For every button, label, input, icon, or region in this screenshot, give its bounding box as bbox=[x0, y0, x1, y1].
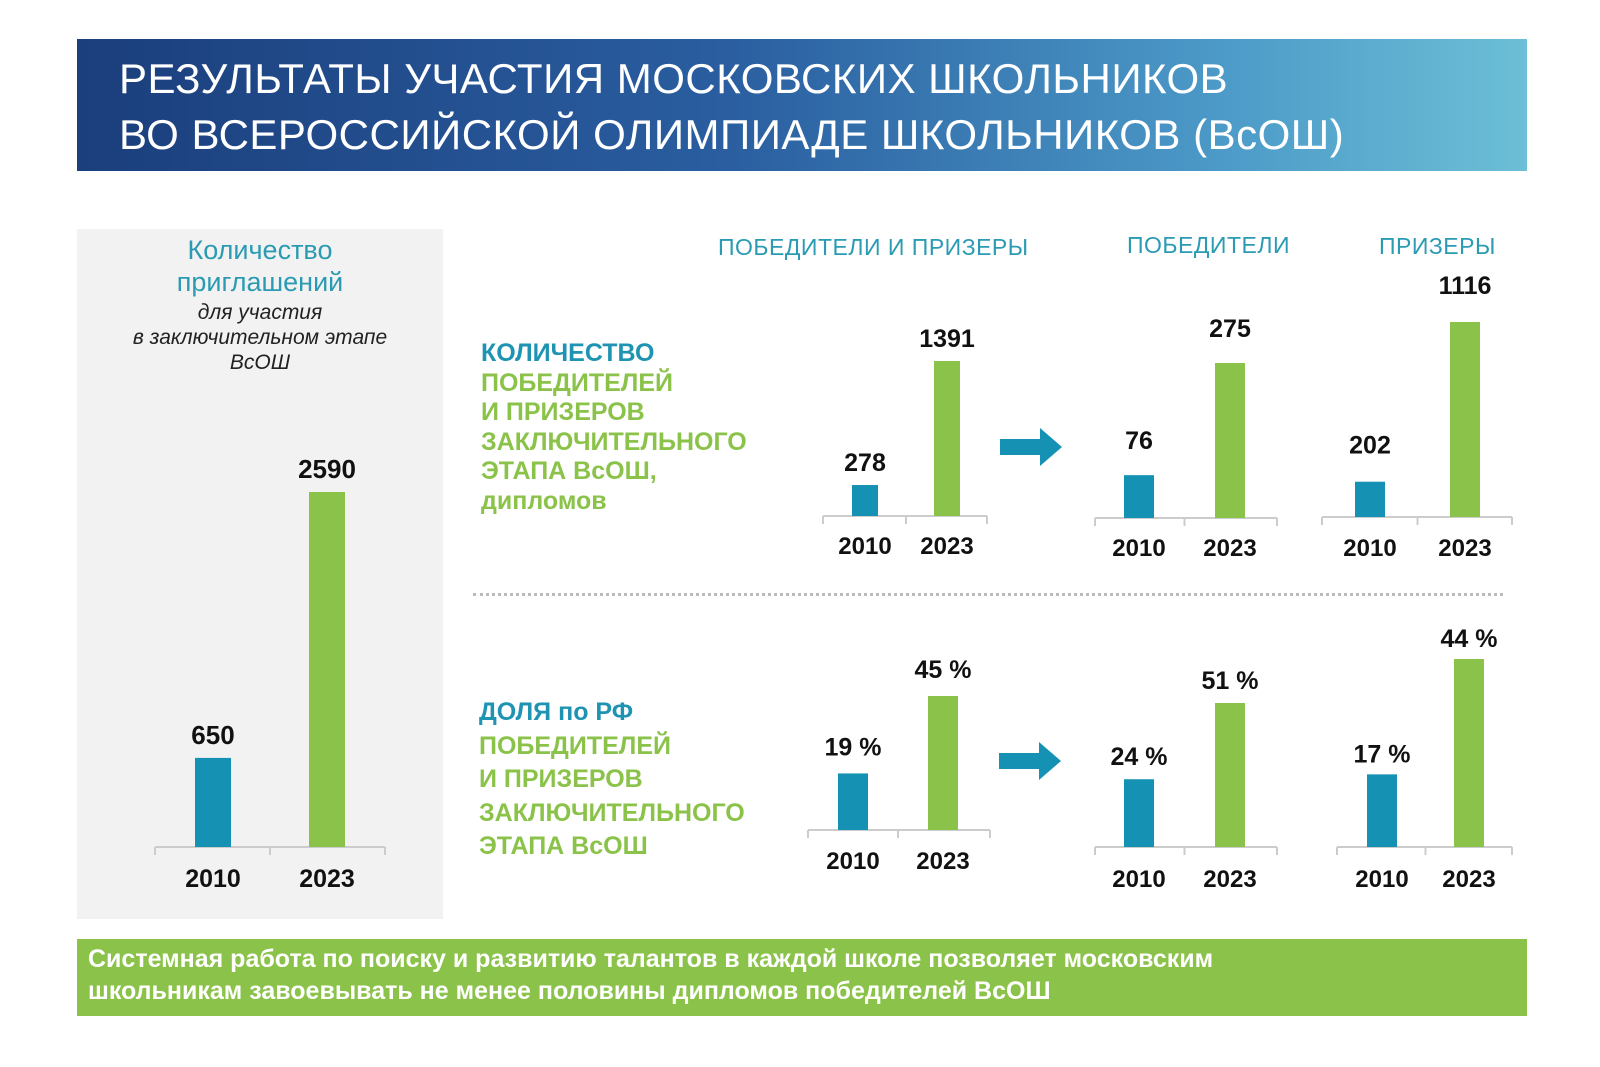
invitations-title-line-1: Количество bbox=[187, 235, 333, 265]
bar-2023 bbox=[934, 361, 960, 516]
category-label: 2023 bbox=[299, 865, 355, 893]
value-label: 275 bbox=[1209, 315, 1251, 343]
bar-2023 bbox=[1454, 659, 1484, 847]
chart-group-count-all: 278 2010 1391 2023 bbox=[822, 325, 988, 560]
value-label: 1391 bbox=[919, 325, 975, 353]
category-label: 2023 bbox=[916, 848, 969, 875]
category-label: 2010 bbox=[1112, 866, 1165, 893]
chart-group-count-prize: 202 2010 1116 2023 bbox=[1321, 272, 1513, 562]
category-label: 2023 bbox=[1203, 866, 1256, 893]
value-label: 44 % bbox=[1441, 625, 1498, 653]
row-separator bbox=[473, 593, 1503, 596]
value-label: 2590 bbox=[298, 454, 356, 484]
value-label: 45 % bbox=[915, 656, 972, 684]
invitations-title-line-2: приглашений bbox=[176, 267, 344, 297]
row-count-line-2: ПОБЕДИТЕЛЕЙ bbox=[481, 368, 673, 397]
row-count-line-5: ЭТАПА ВсОШ, bbox=[481, 457, 657, 485]
column-header-prizewinners: ПРИЗЕРЫ bbox=[1379, 233, 1496, 259]
category-label: 2010 bbox=[1343, 535, 1396, 562]
bar-2010 bbox=[1367, 774, 1397, 847]
category-label: 2023 bbox=[1203, 535, 1256, 562]
value-label: 19 % bbox=[825, 733, 882, 761]
bar-2010 bbox=[195, 757, 231, 847]
chart-group-share-all: 19 % 2010 45 % 2023 bbox=[807, 656, 991, 875]
row-count-line-6: дипломов bbox=[481, 486, 607, 515]
invitations-subtitle-line-2: в заключительном этапе bbox=[132, 326, 388, 349]
category-label: 2023 bbox=[1442, 866, 1495, 893]
chart-group-invitations: 650 2010 2590 2023 bbox=[154, 454, 386, 893]
arrow-right-icon bbox=[999, 742, 1061, 780]
footer-banner: Системная работа по поиску и развитию та… bbox=[77, 939, 1527, 1016]
bar-2010 bbox=[1355, 481, 1385, 517]
row-label-share: ДОЛЯ по РФ ПОБЕДИТЕЛЕЙ И ПРИЗЕРОВ ЗАКЛЮЧ… bbox=[479, 696, 745, 864]
bar-2010 bbox=[1124, 475, 1154, 518]
bar-2023 bbox=[309, 492, 345, 847]
category-label: 2010 bbox=[838, 533, 891, 560]
value-label: 278 bbox=[844, 449, 886, 477]
row-share-line-3: И ПРИЗЕРОВ bbox=[479, 765, 643, 793]
value-label: 650 bbox=[191, 720, 234, 750]
bar-2010 bbox=[1124, 779, 1154, 847]
bar-2023 bbox=[1215, 363, 1245, 518]
row-share-line-4: ЗАКЛЮЧИТЕЛЬНОГО bbox=[479, 798, 745, 827]
row-share-line-2: ПОБЕДИТЕЛЕЙ bbox=[479, 731, 671, 760]
category-label: 2023 bbox=[1438, 535, 1491, 562]
page-title-line-1: РЕЗУЛЬТАТЫ УЧАСТИЯ МОСКОВСКИХ ШКОЛЬНИКОВ bbox=[119, 55, 1229, 102]
header-banner: РЕЗУЛЬТАТЫ УЧАСТИЯ МОСКОВСКИХ ШКОЛЬНИКОВ… bbox=[77, 39, 1527, 171]
row-share-line-1: ДОЛЯ по РФ bbox=[479, 698, 634, 726]
bar-2023 bbox=[928, 696, 958, 830]
bar-2010 bbox=[852, 485, 878, 516]
invitations-subtitle-line-3: ВсОШ bbox=[229, 351, 291, 374]
value-label: 24 % bbox=[1111, 743, 1168, 771]
chart-group-count-winners: 76 2010 275 2023 bbox=[1094, 315, 1278, 562]
chart-group-share-winners: 24 % 2010 51 % 2023 bbox=[1094, 667, 1278, 893]
row-count-line-4: ЗАКЛЮЧИТЕЛЬНОГО bbox=[481, 427, 747, 456]
column-header-winners: ПОБЕДИТЕЛИ bbox=[1127, 232, 1290, 258]
category-label: 2010 bbox=[1112, 535, 1165, 562]
category-label: 2010 bbox=[826, 848, 879, 875]
category-label: 2023 bbox=[920, 533, 973, 560]
footer-text-line-1: Системная работа по поиску и развитию та… bbox=[88, 945, 1214, 973]
value-label: 1116 bbox=[1439, 272, 1492, 300]
value-label: 202 bbox=[1349, 432, 1391, 460]
category-label: 2010 bbox=[185, 865, 241, 893]
value-label: 17 % bbox=[1354, 740, 1411, 768]
chart-group-share-prize: 17 % 2010 44 % 2023 bbox=[1336, 625, 1513, 893]
column-header-all: ПОБЕДИТЕЛИ И ПРИЗЕРЫ bbox=[718, 234, 1029, 260]
invitations-panel: Количество приглашений для участия в зак… bbox=[77, 229, 443, 919]
invitations-subtitle-line-1: для участия bbox=[197, 301, 323, 324]
row-count-line-1: КОЛИЧЕСТВО bbox=[481, 339, 655, 367]
row-share-line-5: ЭТАПА ВсОШ bbox=[479, 832, 648, 860]
value-label: 76 bbox=[1125, 427, 1153, 455]
value-label: 51 % bbox=[1202, 667, 1259, 695]
category-label: 2010 bbox=[1355, 866, 1408, 893]
footer-text-line-2: школьникам завоевывать не менее половины… bbox=[88, 977, 1051, 1005]
bar-2023 bbox=[1450, 322, 1480, 517]
page-title-line-2: ВО ВСЕРОССИЙСКОЙ ОЛИМПИАДЕ ШКОЛЬНИКОВ (В… bbox=[119, 111, 1345, 158]
bar-2010 bbox=[838, 773, 868, 830]
row-label-count: КОЛИЧЕСТВО ПОБЕДИТЕЛЕЙ И ПРИЗЕРОВ ЗАКЛЮЧ… bbox=[481, 339, 747, 516]
row-count-line-3: И ПРИЗЕРОВ bbox=[481, 398, 645, 426]
bar-2023 bbox=[1215, 703, 1245, 847]
arrow-right-icon bbox=[1000, 428, 1062, 466]
